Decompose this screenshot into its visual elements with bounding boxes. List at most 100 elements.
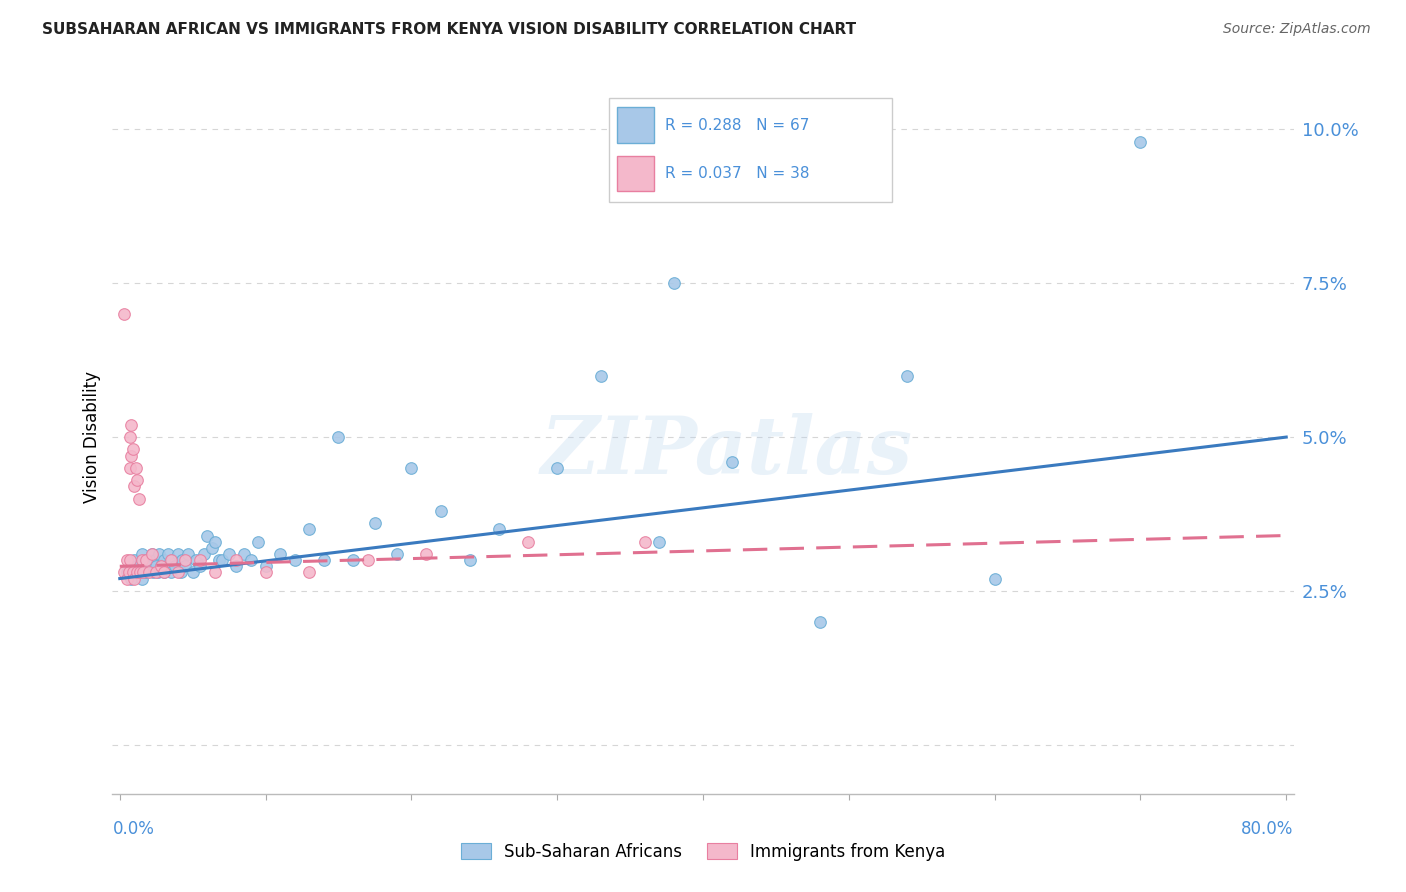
Point (721, 455, 744, 469)
Point (983, 572, 1005, 586)
Point (148, 547, 170, 561)
Point (177, 547, 200, 561)
Text: ZIPatlas: ZIPatlas (540, 413, 912, 490)
Point (193, 547, 215, 561)
Y-axis label: Vision Disability: Vision Disability (83, 371, 101, 503)
Point (385, 547, 408, 561)
Point (127, 559, 149, 574)
Text: 80.0%: 80.0% (1241, 820, 1294, 838)
Point (131, 572, 153, 586)
Point (115, 566, 138, 580)
Point (141, 547, 163, 561)
Point (204, 566, 226, 580)
Point (312, 553, 335, 567)
Point (124, 572, 146, 586)
Point (142, 566, 165, 580)
Text: SUBSAHARAN AFRICAN VS IMMIGRANTS FROM KENYA VISION DISABILITY CORRELATION CHART: SUBSAHARAN AFRICAN VS IMMIGRANTS FROM KE… (42, 22, 856, 37)
Point (115, 572, 138, 586)
Point (415, 547, 437, 561)
Point (149, 559, 172, 574)
Point (118, 553, 141, 567)
Point (634, 534, 657, 549)
Point (165, 559, 187, 574)
Point (225, 553, 247, 567)
Point (254, 566, 277, 580)
Point (247, 534, 270, 549)
Point (124, 479, 146, 493)
Point (589, 368, 612, 383)
Point (156, 547, 179, 561)
Point (120, 572, 142, 586)
Point (138, 553, 160, 567)
Point (201, 541, 224, 555)
Point (364, 516, 387, 531)
Point (146, 566, 169, 580)
Point (159, 553, 181, 567)
Point (188, 553, 211, 567)
Point (240, 553, 263, 567)
Point (143, 553, 166, 567)
Text: 0.0%: 0.0% (112, 820, 155, 838)
Point (170, 566, 193, 580)
Point (138, 566, 160, 580)
Point (269, 547, 291, 561)
Point (136, 566, 159, 580)
Point (172, 553, 194, 567)
Point (356, 553, 378, 567)
Point (184, 553, 207, 567)
Point (342, 553, 364, 567)
Point (118, 430, 141, 444)
Point (208, 553, 231, 567)
Point (117, 566, 139, 580)
Text: Source: ZipAtlas.com: Source: ZipAtlas.com (1223, 22, 1371, 37)
Point (120, 417, 142, 432)
Point (896, 368, 918, 383)
Point (112, 566, 135, 580)
Point (135, 553, 157, 567)
Point (181, 566, 204, 580)
Point (174, 559, 197, 574)
Point (122, 442, 145, 457)
Point (132, 566, 155, 580)
Point (211, 553, 233, 567)
Point (145, 566, 167, 580)
Point (546, 460, 568, 475)
Point (401, 460, 423, 475)
Point (120, 449, 142, 463)
Point (128, 566, 150, 580)
Point (138, 559, 160, 574)
Point (118, 460, 141, 475)
Point (131, 547, 153, 561)
Point (167, 547, 190, 561)
Point (134, 566, 156, 580)
Point (112, 307, 135, 321)
Point (284, 553, 307, 567)
Point (225, 559, 247, 574)
Point (159, 566, 181, 580)
Point (124, 553, 146, 567)
Point (145, 559, 167, 574)
Point (131, 553, 153, 567)
Point (141, 547, 163, 561)
Point (298, 566, 321, 580)
Point (195, 528, 218, 542)
Point (162, 553, 184, 567)
Point (1129, 135, 1152, 149)
Point (517, 534, 540, 549)
Point (152, 566, 174, 580)
Point (429, 504, 451, 518)
Point (662, 277, 685, 291)
Point (152, 566, 174, 580)
Point (188, 559, 211, 574)
Point (127, 473, 149, 487)
Point (232, 547, 254, 561)
Point (155, 559, 177, 574)
Point (328, 430, 350, 444)
Legend: Sub-Saharan Africans, Immigrants from Kenya: Sub-Saharan Africans, Immigrants from Ke… (454, 837, 952, 868)
Point (115, 553, 138, 567)
Point (254, 559, 277, 574)
Point (122, 566, 145, 580)
Point (127, 566, 149, 580)
Point (204, 534, 226, 549)
Point (129, 566, 152, 580)
